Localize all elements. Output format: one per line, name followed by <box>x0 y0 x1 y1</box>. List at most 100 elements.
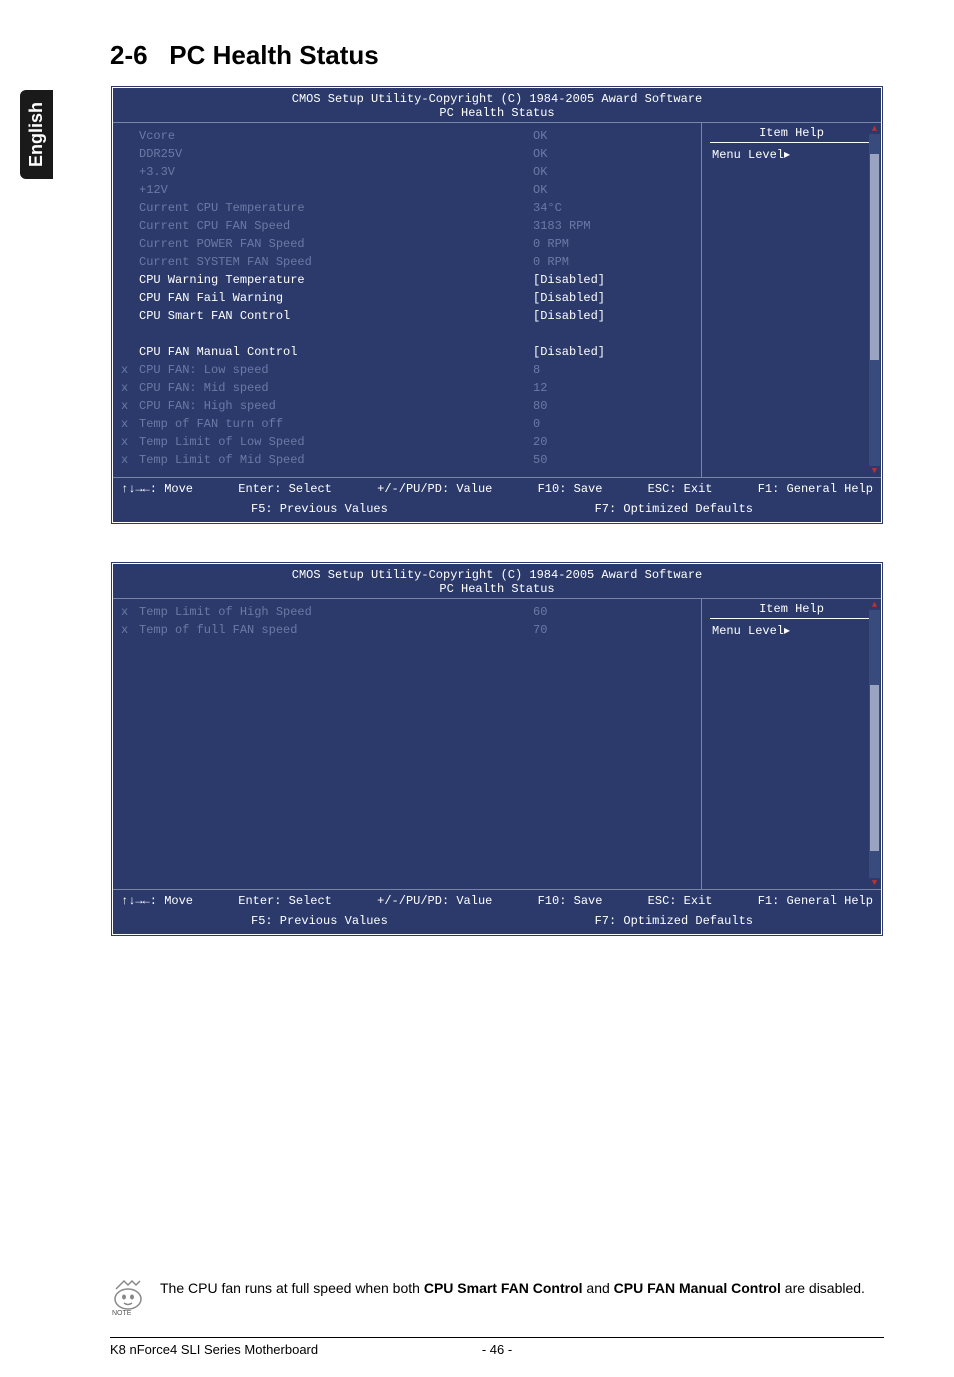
setting-label: CPU FAN: Low speed <box>139 361 533 379</box>
hint-general: F1: General Help <box>758 482 873 496</box>
setting-value: [Disabled] <box>533 343 693 361</box>
hint-defaults: F7: Optimized Defaults <box>595 914 753 928</box>
setting-label: Temp Limit of High Speed <box>139 603 533 621</box>
setting-row[interactable]: xTemp Limit of Low Speed20 <box>121 433 693 451</box>
menu-level: Menu Level▸ <box>710 143 873 166</box>
scroll-down-icon[interactable]: ▼ <box>869 878 880 888</box>
scroll-up-icon[interactable]: ▲ <box>869 124 880 134</box>
hint-defaults: F7: Optimized Defaults <box>595 502 753 516</box>
setting-value: 50 <box>533 451 693 469</box>
setting-value: OK <box>533 181 693 199</box>
row-prefix: x <box>121 379 139 397</box>
setting-row[interactable]: xTemp Limit of High Speed60 <box>121 603 693 621</box>
bios-title-1: CMOS Setup Utility-Copyright (C) 1984-20… <box>113 568 881 582</box>
section-number: 2-6 <box>110 40 148 70</box>
setting-row[interactable]: VcoreOK <box>121 127 693 145</box>
hint-prev: F5: Previous Values <box>251 502 388 516</box>
setting-row[interactable]: xCPU FAN: Mid speed12 <box>121 379 693 397</box>
footer-product: K8 nForce4 SLI Series Motherboard <box>110 1342 368 1357</box>
setting-label: Vcore <box>139 127 533 145</box>
row-prefix <box>121 253 139 271</box>
setting-row[interactable]: +3.3VOK <box>121 163 693 181</box>
setting-label: +12V <box>139 181 533 199</box>
setting-row[interactable]: +12VOK <box>121 181 693 199</box>
row-prefix <box>121 271 139 289</box>
setting-value: 3183 RPM <box>533 217 693 235</box>
bios-settings-list: VcoreOKDDR25VOK+3.3VOK+12VOKCurrent CPU … <box>113 123 701 477</box>
setting-value: 8 <box>533 361 693 379</box>
scrollbar[interactable]: ▲ ▼ <box>869 600 880 888</box>
setting-row[interactable]: Current POWER FAN Speed0 RPM <box>121 235 693 253</box>
bios-help-pane: Item Help Menu Level▸ ▲ ▼ <box>701 599 881 889</box>
section-heading: 2-6 PC Health Status <box>110 40 884 71</box>
bios-title-1: CMOS Setup Utility-Copyright (C) 1984-20… <box>113 92 881 106</box>
note-block: NOTE The CPU fan runs at full speed when… <box>110 1277 884 1323</box>
setting-label: Current CPU FAN Speed <box>139 217 533 235</box>
scroll-track[interactable] <box>869 134 880 466</box>
row-prefix <box>121 181 139 199</box>
bios-footer: ↑↓→←: Move Enter: Select +/-/PU/PD: Valu… <box>113 477 881 522</box>
chevron-right-icon: ▸ <box>784 148 790 162</box>
setting-row[interactable]: Current CPU FAN Speed3183 RPM <box>121 217 693 235</box>
setting-row[interactable]: Current CPU Temperature34°C <box>121 199 693 217</box>
page-content: 2-6 PC Health Status CMOS Setup Utility-… <box>110 40 884 1357</box>
scroll-thumb[interactable] <box>870 685 879 851</box>
hint-save: F10: Save <box>538 894 603 908</box>
setting-row[interactable]: xTemp of full FAN speed70 <box>121 621 693 639</box>
bios-settings-list: xTemp Limit of High Speed60xTemp of full… <box>113 599 701 889</box>
setting-value: 70 <box>533 621 693 639</box>
setting-row[interactable]: xCPU FAN: High speed80 <box>121 397 693 415</box>
scroll-track[interactable] <box>869 610 880 878</box>
setting-row[interactable]: xCPU FAN: Low speed8 <box>121 361 693 379</box>
scroll-down-icon[interactable]: ▼ <box>869 466 880 476</box>
scroll-up-icon[interactable]: ▲ <box>869 600 880 610</box>
setting-row[interactable]: CPU Warning Temperature[Disabled] <box>121 271 693 289</box>
setting-row <box>121 325 693 343</box>
setting-value: 20 <box>533 433 693 451</box>
note-text: The CPU fan runs at full speed when both… <box>160 1277 865 1299</box>
hint-exit: ESC: Exit <box>648 482 713 496</box>
bios-footer: ↑↓→←: Move Enter: Select +/-/PU/PD: Valu… <box>113 889 881 934</box>
bios-header: CMOS Setup Utility-Copyright (C) 1984-20… <box>113 564 881 599</box>
setting-value: OK <box>533 127 693 145</box>
setting-value: [Disabled] <box>533 307 693 325</box>
setting-row[interactable]: CPU FAN Manual Control[Disabled] <box>121 343 693 361</box>
setting-label: +3.3V <box>139 163 533 181</box>
row-prefix: x <box>121 397 139 415</box>
hint-move: ↑↓→←: Move <box>121 894 193 908</box>
setting-row[interactable]: CPU FAN Fail Warning[Disabled] <box>121 289 693 307</box>
row-prefix <box>121 145 139 163</box>
setting-value: 34°C <box>533 199 693 217</box>
row-prefix <box>121 235 139 253</box>
setting-row[interactable]: xTemp of FAN turn off0 <box>121 415 693 433</box>
bios-help-pane: Item Help Menu Level▸ ▲ ▼ <box>701 123 881 477</box>
row-prefix <box>121 343 139 361</box>
row-prefix <box>121 289 139 307</box>
setting-row[interactable]: CPU Smart FAN Control[Disabled] <box>121 307 693 325</box>
note-label: NOTE <box>112 1310 132 1317</box>
bios-header: CMOS Setup Utility-Copyright (C) 1984-20… <box>113 88 881 123</box>
bios-panel-2: CMOS Setup Utility-Copyright (C) 1984-20… <box>110 561 884 937</box>
setting-row[interactable]: Current SYSTEM FAN Speed0 RPM <box>121 253 693 271</box>
scrollbar[interactable]: ▲ ▼ <box>869 124 880 476</box>
setting-label: Temp of full FAN speed <box>139 621 533 639</box>
setting-label: CPU FAN: Mid speed <box>139 379 533 397</box>
hint-select: Enter: Select <box>238 894 332 908</box>
setting-row[interactable]: xTemp Limit of Mid Speed50 <box>121 451 693 469</box>
setting-value: 60 <box>533 603 693 621</box>
language-tab: English <box>20 90 53 179</box>
setting-label: CPU FAN: High speed <box>139 397 533 415</box>
setting-label: Current SYSTEM FAN Speed <box>139 253 533 271</box>
setting-value: 0 RPM <box>533 253 693 271</box>
hint-move: ↑↓→←: Move <box>121 482 193 496</box>
setting-value: 0 <box>533 415 693 433</box>
setting-label: CPU Warning Temperature <box>139 271 533 289</box>
setting-row[interactable]: DDR25VOK <box>121 145 693 163</box>
setting-label: Current POWER FAN Speed <box>139 235 533 253</box>
hint-exit: ESC: Exit <box>648 894 713 908</box>
row-prefix: x <box>121 361 139 379</box>
item-help-header: Item Help <box>710 599 873 619</box>
scroll-thumb[interactable] <box>870 154 879 360</box>
row-prefix <box>121 199 139 217</box>
setting-label: DDR25V <box>139 145 533 163</box>
